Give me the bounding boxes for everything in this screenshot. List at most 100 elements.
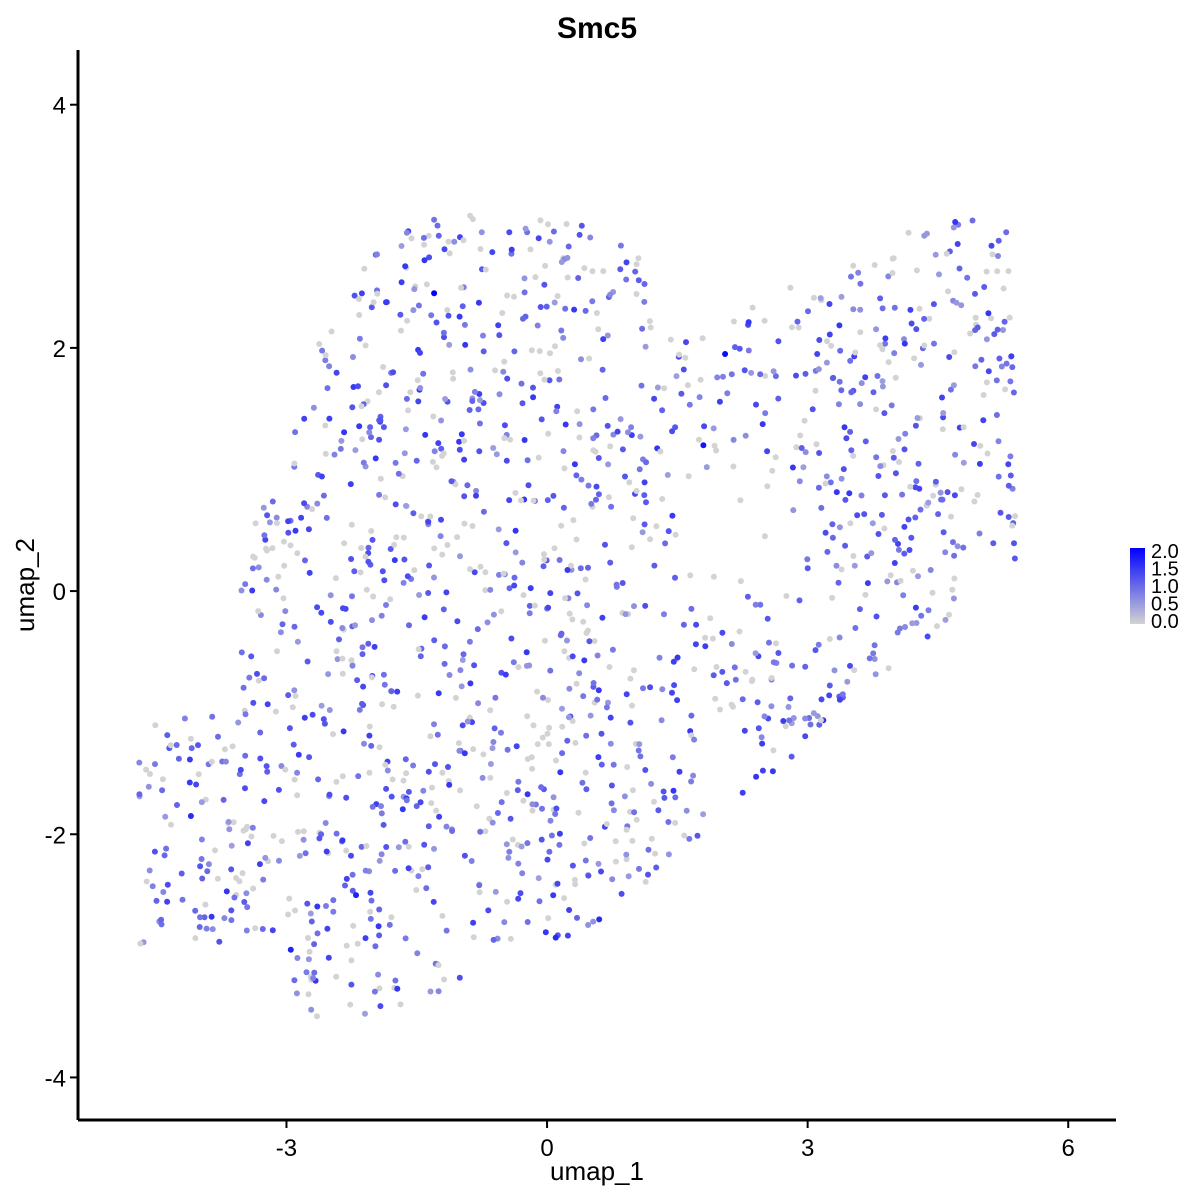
data-point (1011, 555, 1018, 562)
data-point (383, 299, 389, 306)
x-tick-label: -3 (276, 1135, 297, 1162)
data-point (571, 306, 578, 313)
data-point (604, 422, 611, 429)
data-point (543, 303, 550, 310)
data-point (877, 463, 884, 470)
data-point (570, 517, 577, 524)
data-point (836, 322, 843, 329)
data-point (882, 335, 889, 342)
data-point (473, 487, 480, 494)
data-point (629, 837, 636, 844)
data-point (326, 791, 333, 798)
data-point (461, 520, 468, 527)
data-point (229, 743, 236, 750)
data-point (1008, 353, 1015, 360)
data-point (231, 894, 238, 901)
data-point (255, 608, 262, 615)
data-point (578, 476, 585, 483)
data-point (261, 675, 268, 682)
data-point (693, 621, 700, 628)
data-point (359, 700, 365, 707)
data-point (378, 810, 385, 817)
data-point (435, 962, 442, 969)
data-point (388, 914, 395, 921)
data-point (475, 700, 482, 707)
data-point (269, 927, 276, 934)
data-point (430, 413, 437, 420)
data-point (564, 274, 571, 281)
data-point (897, 577, 904, 584)
data-point (377, 417, 384, 424)
data-point (764, 448, 771, 455)
data-point (713, 664, 720, 670)
data-point (783, 593, 790, 599)
data-point-high (187, 813, 194, 819)
data-point (545, 697, 551, 703)
x-tick-label: 6 (1062, 1135, 1075, 1162)
data-point (985, 310, 992, 317)
data-point (600, 336, 607, 343)
data-point (298, 514, 305, 521)
data-point (402, 756, 409, 763)
data-point (824, 338, 831, 345)
data-point (633, 488, 640, 494)
data-point (523, 662, 530, 669)
data-point (310, 975, 317, 982)
data-point (402, 263, 409, 270)
data-point (850, 452, 857, 459)
data-point (977, 442, 984, 449)
data-point (688, 712, 695, 719)
data-point (842, 496, 849, 503)
data-point (228, 866, 235, 873)
data-point (433, 319, 440, 326)
data-point (980, 392, 987, 398)
data-point (560, 504, 567, 511)
y-tick-label: 0 (53, 579, 66, 606)
data-point (535, 235, 542, 242)
data-point (458, 431, 465, 438)
data-point (249, 824, 256, 831)
data-point (593, 483, 600, 490)
data-point-high (353, 892, 359, 899)
data-point (782, 723, 789, 730)
data-point (882, 340, 889, 347)
data-point (739, 789, 746, 796)
data-point (359, 651, 366, 658)
data-point (862, 374, 869, 381)
data-point (386, 921, 393, 928)
data-point (314, 500, 321, 507)
data-point (701, 423, 708, 430)
data-point (468, 858, 475, 864)
data-point (438, 516, 444, 523)
data-point (788, 753, 795, 760)
data-point (665, 819, 672, 825)
data-point (761, 317, 768, 324)
data-point (162, 813, 169, 820)
data-point (587, 234, 594, 241)
data-point (598, 868, 604, 875)
data-point (971, 498, 978, 505)
data-point (550, 892, 557, 899)
data-point (350, 922, 357, 929)
data-point (710, 573, 717, 580)
data-point (186, 779, 193, 786)
data-point (434, 222, 441, 229)
data-point (607, 714, 614, 721)
data-point (417, 653, 424, 660)
data-point (574, 914, 580, 921)
data-point (367, 889, 374, 896)
data-point (511, 348, 518, 355)
data-point (912, 604, 919, 611)
data-points (136, 212, 1018, 1020)
data-point (873, 406, 880, 413)
data-point (418, 513, 425, 520)
data-point (242, 785, 248, 792)
data-point (256, 861, 263, 868)
data-point (994, 326, 1001, 333)
data-point (622, 611, 629, 618)
data-point (544, 856, 551, 863)
data-point (285, 911, 292, 918)
data-point (661, 385, 668, 392)
data-point (758, 734, 765, 741)
data-point (441, 334, 447, 341)
